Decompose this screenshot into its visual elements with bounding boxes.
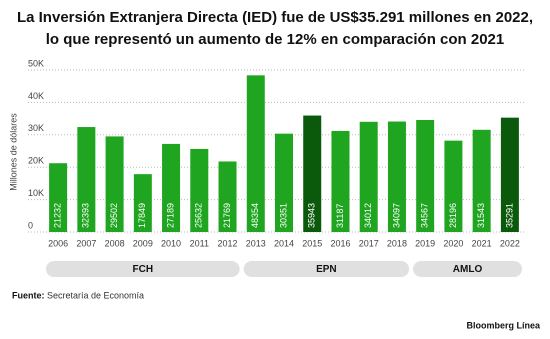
value-label: 21769 [222,203,232,228]
y-tick-label: 10K [28,188,44,198]
x-tick-label: 2018 [387,238,407,248]
x-tick-label: 2007 [76,238,96,248]
value-label: 34097 [391,203,401,228]
x-tick-label: 2021 [472,238,492,248]
value-label: 29502 [109,203,119,228]
bar [303,115,322,232]
value-label: 17849 [137,203,147,228]
bar [218,161,237,232]
bar [133,174,152,232]
value-label: 34012 [363,203,373,228]
x-tick-label: 2022 [500,238,520,248]
bar [331,130,350,232]
y-tick-label: 0 [28,220,33,230]
value-label: 28196 [448,203,458,228]
value-label: 35291 [504,203,514,228]
value-label: 30351 [278,203,288,228]
bar [49,163,68,232]
bar [162,143,181,232]
bar [359,121,378,232]
x-tick-label: 2020 [443,238,463,248]
x-tick-label: 2006 [48,238,68,248]
x-tick-label: 2015 [302,238,322,248]
x-tick-label: 2016 [330,238,350,248]
x-tick-label: 2019 [415,238,435,248]
bar [416,120,435,232]
group-pill [46,261,240,277]
y-tick-label: 50K [28,58,44,68]
source-label: Fuente: [12,290,45,300]
value-label: 31187 [335,204,345,228]
x-tick-label: 2012 [218,238,238,248]
bar [246,75,265,232]
x-tick-label: 2008 [105,238,125,248]
chart-title: La Inversión Extranjera Directa (IED) fu… [17,9,533,26]
bar [387,121,406,232]
brand-logo: Bloomberg Línea [466,320,541,330]
x-tick-label: 2014 [274,238,294,248]
y-tick-label: 20K [28,156,44,166]
value-label: 25632 [194,203,204,228]
value-label: 35943 [307,203,317,228]
value-label: 32393 [81,203,91,228]
value-label: 31543 [476,203,486,228]
chart-subtitle: lo que representó un aumento de 12% en c… [46,31,504,48]
bar [190,148,209,232]
bar [77,127,96,232]
group-label: FCH [133,264,154,275]
group-pill [413,261,522,277]
value-label: 21232 [52,203,62,228]
x-tick-label: 2009 [133,238,153,248]
x-tick-label: 2011 [190,238,209,248]
source: Secretaría de Economía [47,290,144,300]
bar [472,129,491,232]
y-tick-label: 40K [28,91,44,101]
x-tick-label: 2017 [359,238,379,248]
y-tick-label: 30K [28,123,44,133]
bar [105,136,124,232]
bar [275,133,293,232]
group-pill [243,261,410,277]
x-tick-label: 2013 [246,238,266,248]
bar [500,117,519,232]
group-label: AMLO [453,264,483,275]
value-label: 34567 [420,203,430,228]
group-label: EPN [316,264,337,275]
value-label: 48354 [250,203,260,228]
bar [444,140,463,232]
value-label: 27189 [165,203,175,228]
y-axis-label: Millones de dólares [8,113,18,191]
x-tick-label: 2010 [161,238,181,248]
